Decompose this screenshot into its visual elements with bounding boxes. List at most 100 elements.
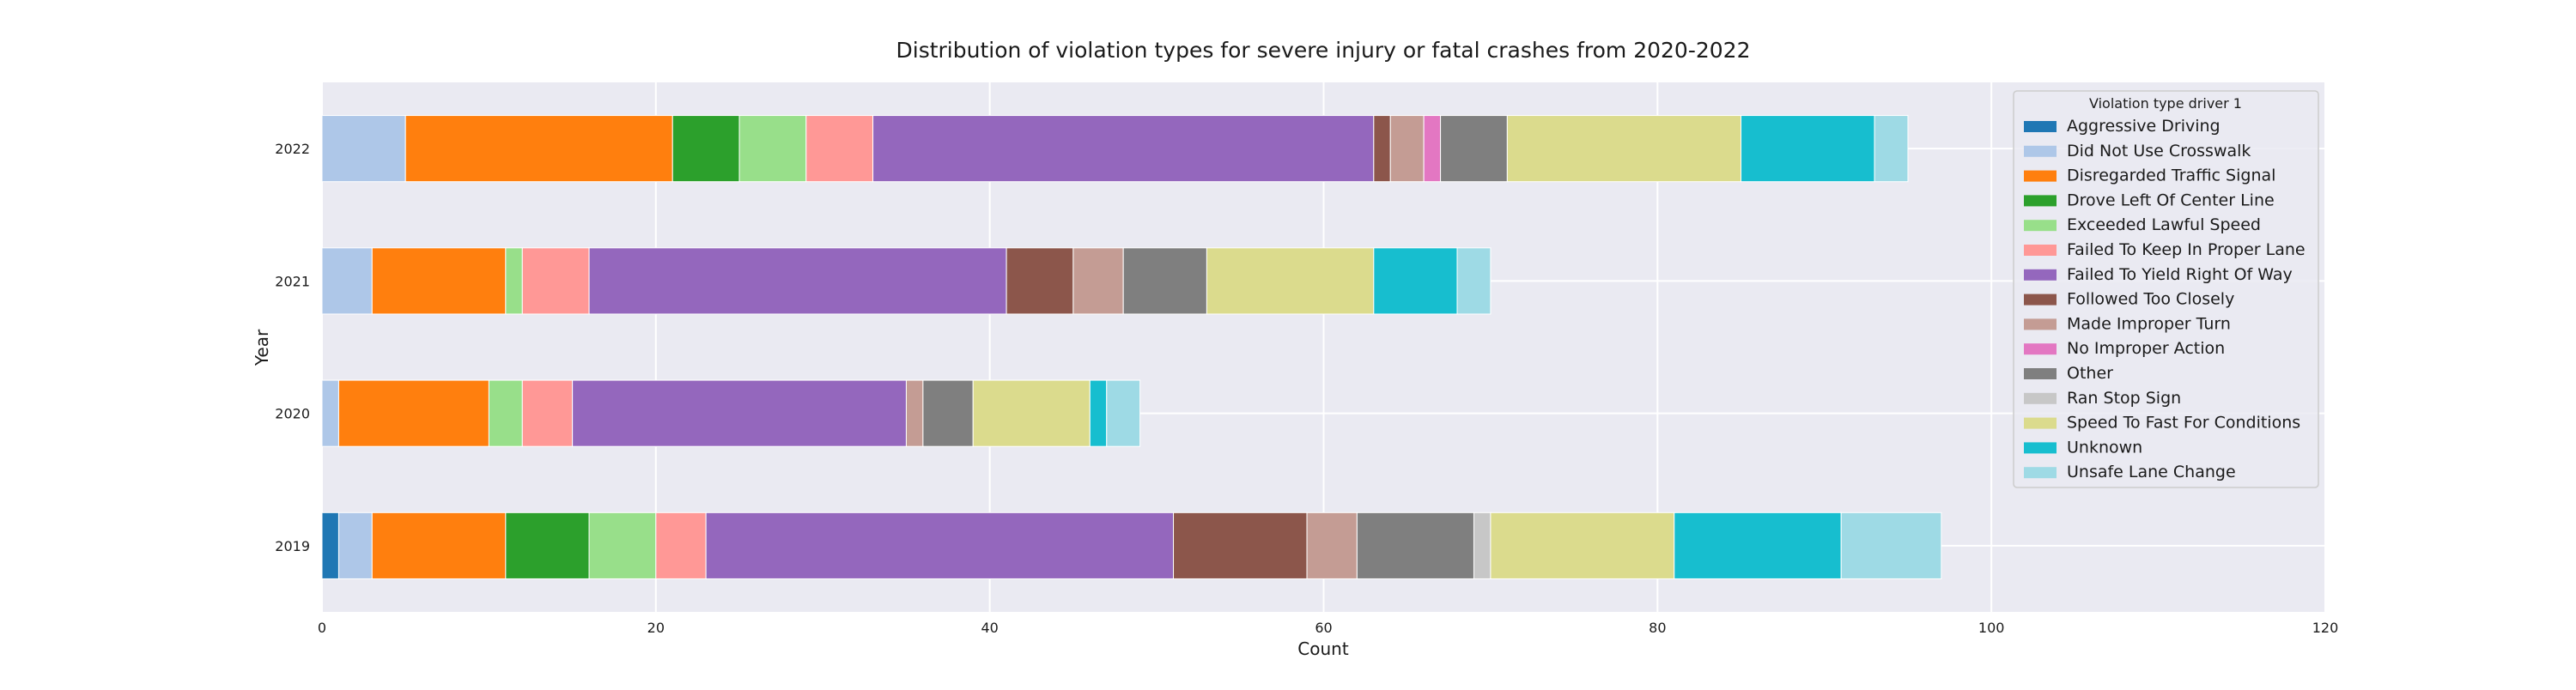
legend-swatch [2024, 368, 2057, 379]
bars [321, 115, 1942, 579]
legend-box [2013, 90, 2319, 488]
bar-segment [922, 379, 974, 447]
legend-swatch [2024, 318, 2057, 330]
legend-swatch [2024, 195, 2057, 207]
bar-segment [972, 379, 1091, 447]
bar-segment [572, 379, 907, 447]
y-tick-label: 2022 [275, 141, 310, 157]
bar-segment [1389, 115, 1425, 183]
legend-label: Made Improper Turn [2067, 314, 2231, 333]
legend-label: Aggressive Driving [2067, 117, 2221, 136]
bar-segment [1840, 511, 1942, 579]
bar-segment [1423, 115, 1442, 183]
bar-segment [738, 115, 807, 183]
bar-segment [805, 115, 874, 183]
bar-segment [1206, 247, 1375, 315]
bar-segment [1490, 511, 1675, 579]
legend-swatch [2024, 170, 2057, 182]
legend-swatch [2024, 442, 2057, 454]
bar-segment [1306, 511, 1358, 579]
y-axis-ticks: 2019 2020 2021 2022 [275, 141, 310, 554]
legend-label: Speed To Fast For Conditions [2067, 414, 2300, 433]
bar-segment [872, 115, 1375, 183]
bar-segment [321, 247, 373, 315]
x-axis-ticks: 0 20 40 60 80 100 120 [318, 620, 2338, 636]
legend-swatch [2024, 220, 2057, 232]
legend-title: Violation type driver 1 [2089, 95, 2242, 112]
y-tick-label: 2021 [275, 273, 310, 289]
x-axis-label: Count [1297, 639, 1349, 659]
bar-segment [1473, 511, 1492, 579]
bar-segment [1674, 511, 1842, 579]
bar-segment [1874, 115, 1909, 183]
bar-segment [488, 379, 523, 447]
legend-swatch [2024, 417, 2057, 429]
legend-swatch [2024, 269, 2057, 281]
bar-segment [337, 511, 373, 579]
x-tick-label: 40 [981, 620, 998, 636]
y-tick-label: 2019 [275, 538, 310, 554]
bar-segment [1456, 247, 1492, 315]
bar-segment [1173, 511, 1308, 579]
legend-label: Ran Stop Sign [2067, 389, 2181, 408]
bar-segment [588, 247, 1007, 315]
bar-segment [521, 247, 590, 315]
bar-segment [905, 379, 924, 447]
bar-segment [1506, 115, 1742, 183]
bar-segment [1356, 511, 1474, 579]
legend-label: Disregarded Traffic Signal [2067, 166, 2275, 185]
x-tick-label: 100 [1978, 620, 2005, 636]
bar-segment [1089, 379, 1108, 447]
legend: Violation type driver 1 Aggressive Drivi… [2013, 90, 2319, 488]
legend-swatch [2024, 294, 2057, 306]
bar-segment [1106, 379, 1141, 447]
bar-segment [705, 511, 1175, 579]
legend-swatch [2024, 392, 2057, 404]
bar-segment [505, 511, 590, 579]
bar-segment [505, 247, 523, 315]
legend-label: Followed Too Closely [2067, 290, 2234, 309]
chart-title: Distribution of violation types for seve… [896, 38, 1751, 63]
legend-label: Failed To Yield Right Of Way [2067, 265, 2293, 284]
bar-segment [1741, 115, 1875, 183]
bar-segment [371, 247, 507, 315]
bar-segment [337, 379, 489, 447]
bar-segment [1005, 247, 1074, 315]
bar-segment [371, 511, 507, 579]
y-tick-label: 2020 [275, 406, 310, 422]
x-tick-label: 60 [1315, 620, 1332, 636]
legend-label: No Improper Action [2067, 339, 2225, 358]
x-tick-label: 20 [647, 620, 665, 636]
bar-segment [321, 379, 339, 447]
y-axis-label: Year [252, 329, 272, 366]
bar-segment [1373, 247, 1458, 315]
legend-swatch [2024, 145, 2057, 157]
bar-segment [321, 511, 339, 579]
x-tick-label: 0 [318, 620, 326, 636]
legend-swatch [2024, 121, 2057, 132]
legend-label: Exceeded Lawful Speed [2067, 215, 2261, 234]
bar-segment [404, 115, 673, 183]
legend-swatch [2024, 467, 2057, 479]
bar-segment [321, 115, 406, 183]
bar-segment [655, 511, 707, 579]
x-tick-label: 120 [2312, 620, 2339, 636]
legend-label: Unknown [2067, 438, 2142, 457]
legend-swatch [2024, 343, 2057, 355]
x-tick-label: 80 [1649, 620, 1666, 636]
bar-segment [521, 379, 574, 447]
bar-segment [1072, 247, 1124, 315]
bar-segment [1373, 115, 1391, 183]
legend-swatch [2024, 245, 2057, 256]
legend-label: Did Not Use Crosswalk [2067, 142, 2251, 160]
legend-label: Other [2067, 364, 2113, 383]
bar-segment [671, 115, 740, 183]
bar-segment [1122, 247, 1207, 315]
legend-label: Unsafe Lane Change [2067, 463, 2236, 481]
legend-label: Drove Left Of Center Line [2067, 191, 2275, 209]
legend-label: Failed To Keep In Proper Lane [2067, 240, 2306, 259]
bar-segment [588, 511, 657, 579]
bar-segment [1440, 115, 1508, 183]
